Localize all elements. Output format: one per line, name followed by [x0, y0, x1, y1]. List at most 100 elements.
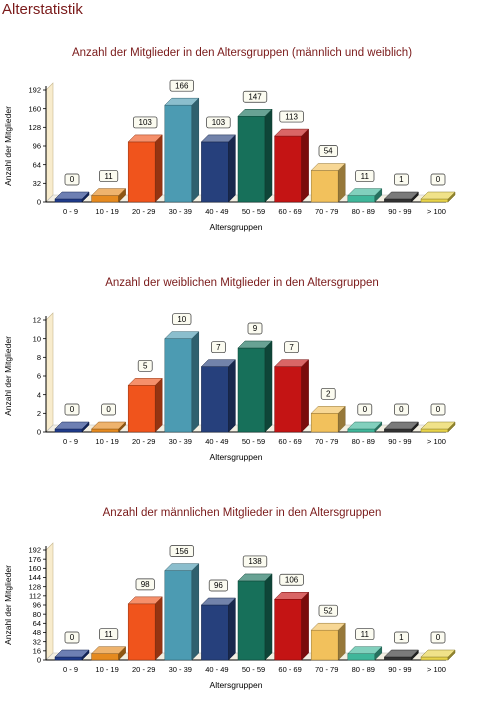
svg-text:166: 166	[175, 81, 189, 90]
data-label: 0	[431, 632, 445, 643]
svg-text:0: 0	[70, 175, 75, 184]
y-tick-label: 112	[29, 591, 41, 600]
svg-text:113: 113	[285, 112, 298, 121]
svg-text:0: 0	[70, 633, 75, 642]
y-tick-label: 0	[37, 428, 41, 437]
chart-male-members-svg: Anzahl der männlichen Mitglieder in den …	[0, 500, 484, 692]
data-label: 147	[243, 91, 267, 102]
svg-text:103: 103	[139, 118, 153, 127]
data-label: 9	[248, 323, 262, 334]
data-label: 103	[133, 117, 157, 128]
y-tick-label: 32	[33, 179, 41, 188]
svg-text:52: 52	[324, 606, 333, 615]
svg-text:11: 11	[361, 630, 370, 639]
bar	[238, 574, 272, 660]
bar	[311, 623, 345, 660]
x-tick-label: 60 - 69	[278, 665, 301, 674]
x-tick-label: 20 - 29	[132, 665, 155, 674]
y-tick-label: 48	[33, 628, 41, 637]
y-axis-label: Anzahl der Mitglieder	[3, 106, 13, 186]
data-label: 103	[207, 117, 231, 128]
bar	[275, 129, 309, 202]
x-tick-label: 40 - 49	[205, 207, 228, 216]
x-tick-label: 30 - 39	[169, 207, 192, 216]
data-label: 0	[431, 174, 445, 185]
bar	[201, 598, 235, 660]
x-tick-label: 40 - 49	[205, 665, 228, 674]
y-tick-label: 8	[37, 353, 41, 362]
bar	[275, 360, 309, 432]
data-label: 138	[243, 556, 267, 567]
y-tick-label: 10	[33, 334, 41, 343]
data-label: 11	[99, 171, 117, 182]
svg-text:0: 0	[436, 633, 441, 642]
data-label: 11	[356, 171, 374, 182]
x-tick-label: 70 - 79	[315, 665, 338, 674]
x-tick-label: 60 - 69	[278, 207, 301, 216]
y-tick-label: 192	[28, 546, 41, 555]
svg-text:7: 7	[216, 343, 221, 352]
data-label: 113	[280, 111, 304, 122]
data-label: 0	[431, 404, 445, 415]
data-label: 1	[394, 632, 408, 643]
y-tick-label: 144	[28, 573, 41, 582]
x-tick-label: 70 - 79	[315, 207, 338, 216]
y-tick-label: 32	[33, 637, 41, 646]
svg-text:5: 5	[143, 362, 148, 371]
y-tick-label: 160	[28, 564, 41, 573]
y-tick-label: 128	[28, 123, 41, 132]
bar	[421, 650, 455, 660]
svg-text:103: 103	[212, 118, 226, 127]
x-tick-label: 50 - 59	[242, 207, 265, 216]
x-tick-label: 40 - 49	[205, 437, 228, 446]
svg-text:9: 9	[253, 324, 258, 333]
data-label: 0	[358, 404, 372, 415]
y-tick-label: 4	[37, 390, 41, 399]
x-tick-label: > 100	[427, 207, 446, 216]
page-title: Alterstatistik	[2, 1, 83, 18]
y-tick-label: 96	[33, 142, 41, 151]
bar	[348, 647, 382, 660]
x-tick-label: 10 - 19	[95, 665, 118, 674]
x-tick-label: 20 - 29	[132, 207, 155, 216]
svg-text:147: 147	[248, 92, 262, 101]
x-tick-label: 30 - 39	[169, 437, 192, 446]
x-tick-label: 60 - 69	[278, 437, 301, 446]
bar	[165, 332, 199, 432]
y-tick-label: 80	[33, 610, 41, 619]
x-tick-label: 90 - 99	[388, 207, 411, 216]
data-label: 11	[99, 629, 117, 640]
chart-female-members: Anzahl der weiblichen Mitglieder in den …	[0, 270, 484, 480]
data-label: 0	[65, 174, 79, 185]
svg-text:11: 11	[361, 172, 370, 181]
y-axis-label: Anzahl der Mitglieder	[3, 336, 13, 416]
data-label: 7	[211, 342, 225, 353]
bar	[165, 98, 199, 202]
data-label: 0	[65, 404, 79, 415]
svg-text:2: 2	[326, 390, 331, 399]
x-tick-label: 50 - 59	[242, 437, 265, 446]
bar	[165, 564, 199, 660]
x-tick-label: 20 - 29	[132, 437, 155, 446]
data-label: 96	[209, 580, 227, 591]
x-tick-label: > 100	[427, 437, 446, 446]
y-tick-label: 0	[37, 656, 41, 665]
x-tick-label: 0 - 9	[63, 207, 78, 216]
data-label: 1	[394, 174, 408, 185]
y-tick-label: 12	[33, 316, 41, 325]
bar	[128, 597, 162, 660]
x-tick-label: 90 - 99	[388, 665, 411, 674]
y-tick-label: 192	[28, 86, 41, 95]
data-label: 5	[138, 360, 152, 371]
data-label: 106	[280, 574, 304, 585]
svg-text:0: 0	[436, 405, 441, 414]
svg-text:156: 156	[175, 547, 189, 556]
data-label: 2	[321, 388, 335, 399]
bar	[92, 189, 126, 202]
bar	[128, 378, 162, 432]
x-tick-label: 80 - 89	[352, 437, 375, 446]
svg-text:0: 0	[70, 405, 75, 414]
chart-title: Anzahl der männlichen Mitglieder in den …	[103, 507, 382, 519]
chart-title: Anzahl der Mitglieder in den Altersgrupp…	[72, 47, 412, 59]
bar	[92, 647, 126, 660]
